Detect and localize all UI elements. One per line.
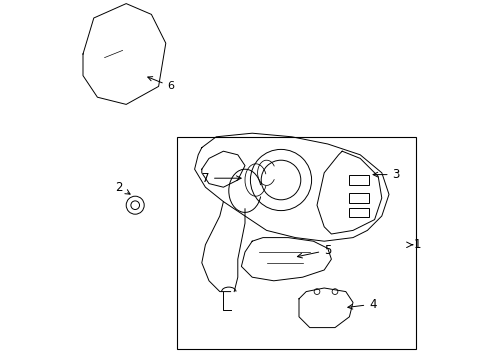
Text: 6: 6 xyxy=(148,77,174,91)
Bar xyxy=(349,208,369,217)
Text: 2: 2 xyxy=(115,181,130,194)
Text: 1: 1 xyxy=(414,238,421,251)
Bar xyxy=(349,193,369,203)
Bar xyxy=(349,175,369,185)
Text: 3: 3 xyxy=(373,168,400,181)
Text: 4: 4 xyxy=(348,298,377,311)
Text: 7: 7 xyxy=(201,172,241,185)
Text: 5: 5 xyxy=(297,244,332,258)
